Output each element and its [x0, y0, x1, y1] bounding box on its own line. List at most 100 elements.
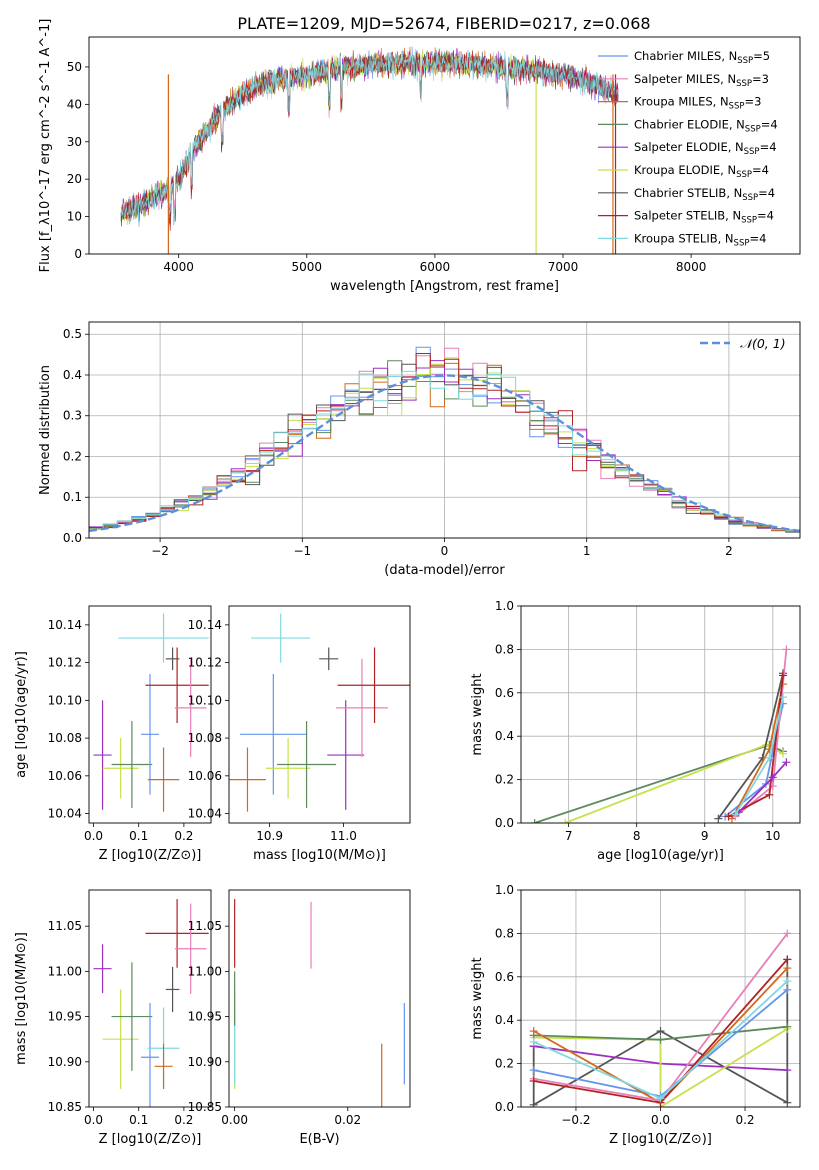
y-tick-label: 10.95	[48, 1010, 82, 1024]
x-tick-label: 0.2	[735, 1113, 754, 1127]
y-tick-label: 0.2	[495, 1057, 514, 1071]
mass-vs-metallicity-panel: 0.0 0.1 0.2 10.85 10.90 10.95 11.00 11.05 Z [log…	[14, 889, 212, 1147]
spectrum-line	[120, 48, 619, 222]
legend-subscript: SSP	[729, 102, 745, 112]
x-tick-label: 0.1	[129, 829, 148, 843]
y-tick-label: 11.05	[188, 919, 222, 933]
legend-subscript: SSP	[744, 147, 760, 157]
legend-name: Chabrier MILES, N	[634, 49, 737, 63]
x-tick-label: 10	[765, 829, 780, 843]
x-axis-label: Z [log10(Z/Z⊙)]	[99, 848, 202, 863]
y-tick-label: 10.90	[48, 1055, 82, 1069]
legend-name: Kroupa STELIB, N	[634, 231, 734, 245]
legend-subscript: SSP	[734, 238, 750, 248]
y-tick-label: 0.0	[495, 816, 514, 830]
series-line	[533, 1028, 788, 1107]
axes-frame	[88, 605, 212, 824]
axes-frame	[228, 889, 411, 1108]
y-tick-label: 10.14	[188, 618, 222, 632]
y-tick-label: 0.3	[63, 409, 82, 423]
y-tick-label: 10.14	[48, 618, 82, 632]
legend-tail: =4	[761, 117, 778, 131]
legend-tail: =3	[752, 72, 769, 86]
y-tick-label: 10.95	[188, 1010, 222, 1024]
x-axis-label: wavelength [Angstrom, rest frame]	[330, 279, 559, 294]
y-tick-label: 10.08	[188, 731, 222, 745]
legend-name: Salpeter STELIB, N	[634, 209, 741, 223]
x-tick-label: 5000	[292, 260, 323, 274]
legend-name: Chabrier ELODIE, N	[634, 117, 745, 131]
y-axis-label: Flux [f_λ10^-17 erg cm^-2 s^-1 A^-1]	[38, 19, 53, 273]
normal-curve	[89, 374, 800, 533]
y-tick-label: 10.90	[188, 1055, 222, 1069]
y-tick-label: 10.12	[188, 656, 222, 670]
y-tick-label: 0.6	[495, 686, 514, 700]
y-tick-label: 0.8	[495, 642, 514, 656]
y-tick-label: 0.2	[63, 449, 82, 463]
x-tick-label: 4000	[163, 260, 194, 274]
legend-label: Salpeter MILES, NSSP=3	[634, 72, 769, 89]
x-tick-label: 0.0	[84, 829, 103, 843]
y-tick-label: 20	[67, 172, 82, 186]
x-axis-label: Z [log10(Z/Z⊙)]	[609, 1132, 712, 1147]
y-tick-label: 0	[74, 247, 82, 261]
series-line	[534, 743, 784, 823]
legend-name: Kroupa MILES, N	[634, 95, 729, 109]
histogram-step	[89, 370, 800, 532]
x-tick-label: 0.00	[221, 1113, 248, 1127]
legend-subscript: SSP	[736, 170, 752, 180]
y-axis-label: Normed distribution	[38, 365, 53, 495]
x-tick-label: 7000	[548, 260, 579, 274]
y-axis-label: mass weight	[470, 957, 485, 1039]
y-tick-label: 1.0	[495, 599, 514, 613]
legend-label: Salpeter STELIB, NSSP=4	[634, 209, 774, 226]
plot-area	[120, 46, 619, 254]
y-tick-label: 0.2	[495, 773, 514, 787]
y-axis-label: mass [log10(M/M⊙)]	[14, 932, 29, 1065]
x-tick-label: 8	[633, 829, 641, 843]
y-tick-label: 10.04	[48, 807, 82, 821]
axes-frame	[88, 889, 212, 1108]
axes-frame	[88, 36, 801, 255]
y-tick-label: 0.5	[63, 327, 82, 341]
y-axis-label: age [log10(age/yr)]	[14, 651, 29, 778]
axes-frame	[520, 889, 801, 1108]
y-tick-label: 10.10	[188, 693, 222, 707]
legend-subscript: SSP	[745, 124, 761, 134]
y-tick-label: 0.4	[495, 729, 514, 743]
residual-histogram-panel: −2 −1 0 1 2 0.0 0.1 0.2 0.3 0.4 0.5 (data-model)/er…	[38, 321, 801, 578]
legend-label: Kroupa MILES, NSSP=3	[634, 95, 761, 112]
legend-label: Chabrier ELODIE, NSSP=4	[634, 117, 778, 134]
x-tick-label: 9	[701, 829, 709, 843]
x-tick-label: 0.1	[129, 1113, 148, 1127]
legend-subscript: SSP	[736, 79, 752, 89]
legend-subscript: SSP	[741, 216, 757, 226]
legend-tail: =4	[758, 186, 775, 200]
y-tick-label: 0.6	[495, 970, 514, 984]
x-tick-label: 7	[565, 829, 573, 843]
y-tick-label: 11.00	[48, 964, 82, 978]
figure-title: PLATE=1209, MJD=52674, FIBERID=0217, z=0…	[237, 14, 650, 33]
plot-area	[530, 645, 791, 823]
plot-area	[93, 899, 209, 1107]
series-line	[734, 649, 788, 818]
x-tick-label: 11.0	[330, 829, 357, 843]
y-tick-label: 30	[67, 135, 82, 149]
y-tick-label: 10.06	[188, 769, 222, 783]
y-tick-label: 0.8	[495, 926, 514, 940]
legend-name: Salpeter ELODIE, N	[634, 140, 744, 154]
y-tick-label: 10.04	[188, 807, 222, 821]
x-tick-label: 8000	[676, 260, 707, 274]
x-tick-label: 0.2	[174, 829, 193, 843]
y-tick-label: 10.06	[48, 769, 82, 783]
x-tick-label: 0.2	[174, 1113, 193, 1127]
legend-tail: =4	[752, 163, 769, 177]
mass-weight-vs-metallicity-panel: −0.2 0.0 0.2 0.0 0.2 0.4 0.6 0.8 1.0 Z [log10(Z/Z…	[470, 883, 801, 1147]
y-tick-label: 40	[67, 97, 82, 111]
x-tick-label: −2	[151, 544, 169, 558]
y-tick-label: 10	[67, 210, 82, 224]
legend-label: Salpeter ELODIE, NSSP=4	[634, 140, 777, 157]
legend-tail: =3	[744, 95, 761, 109]
